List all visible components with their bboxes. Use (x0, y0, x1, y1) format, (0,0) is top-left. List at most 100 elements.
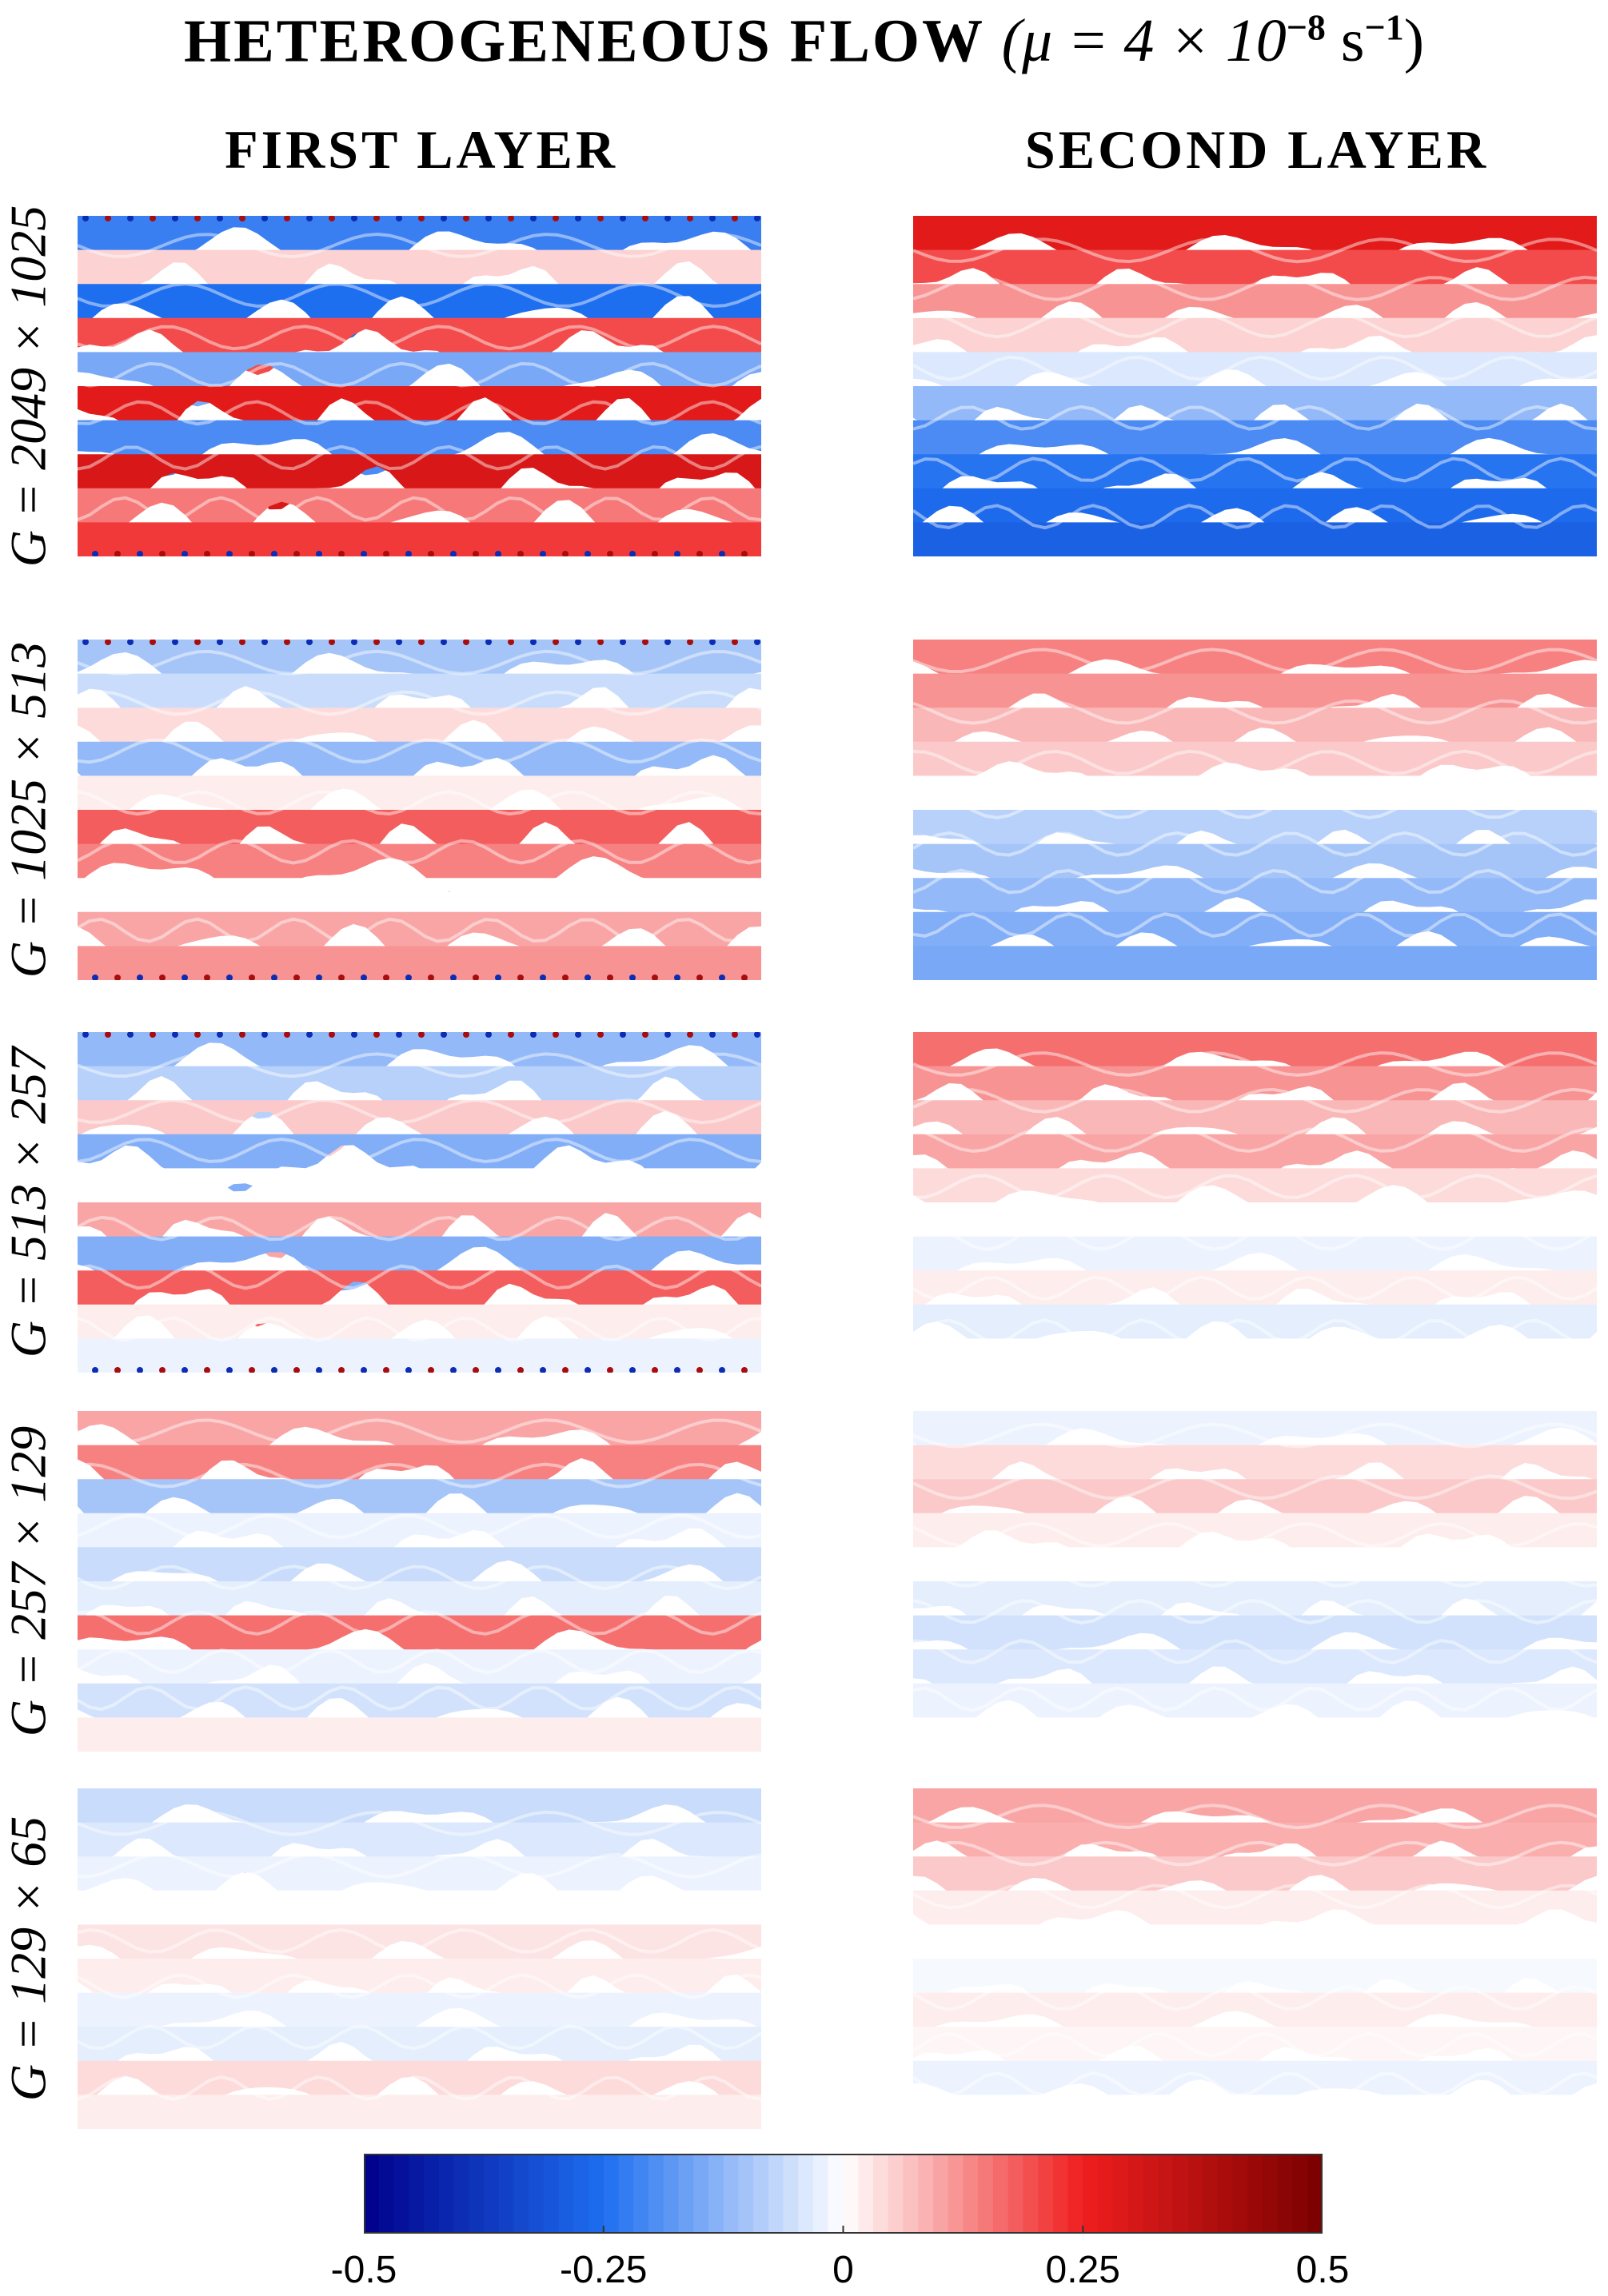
edge-vortex (485, 640, 492, 645)
heatmap-panel (913, 1411, 1597, 1752)
heatmap-band (913, 2095, 1597, 2129)
edge-vortex (709, 216, 716, 221)
edge-vortex (261, 216, 268, 221)
edge-vortex (585, 551, 591, 556)
edge-vortex (652, 1367, 658, 1373)
colorbar-swatch (1247, 2154, 1263, 2234)
colorbar-swatch (932, 2154, 949, 2234)
edge-vortex (373, 640, 380, 645)
heatmap-band (78, 878, 761, 934)
flow-filament (78, 649, 761, 676)
colorbar-swatch (1023, 2154, 1039, 2234)
flow-filament (913, 1225, 1597, 1251)
colorbar-swatch (858, 2154, 874, 2234)
edge-vortex (284, 1032, 290, 1038)
heatmap-band (78, 911, 761, 968)
edge-vortex (405, 551, 412, 556)
edge-vortex (652, 975, 658, 980)
flow-filament (913, 749, 1597, 775)
flow-filament (78, 1513, 761, 1540)
heatmap-field (913, 1411, 1597, 1752)
heatmap-band (913, 317, 1597, 369)
edge-vortex (329, 640, 335, 645)
row-label-grid-513: G = 513 × 257 (0, 1046, 56, 1358)
colorbar-tick-label: -0.5 (330, 2249, 397, 2291)
flow-filament (913, 456, 1597, 483)
heatmap-band (78, 1717, 761, 1752)
edge-vortex (674, 1367, 680, 1373)
edge-vortex (562, 975, 569, 980)
flow-filament (78, 1174, 761, 1201)
row-label-grid-2049: G = 2049 × 1025 (0, 205, 56, 568)
colorbar-swatch (1052, 2154, 1069, 2234)
edge-vortex (226, 975, 233, 980)
colorbar-swatch (948, 2154, 964, 2234)
heatmap-field (913, 640, 1597, 980)
edge-vortex (553, 640, 559, 645)
heatmap-band (913, 2027, 1597, 2076)
edge-vortex (517, 1367, 524, 1373)
edge-vortex (82, 216, 89, 221)
flow-filament (913, 648, 1597, 674)
edge-vortex (204, 551, 210, 556)
edge-vortex (585, 975, 591, 980)
flow-filament (78, 790, 761, 816)
edge-vortex (517, 551, 524, 556)
heatmap-band (78, 1338, 761, 1373)
edge-vortex (182, 1367, 188, 1373)
flow-filament (913, 1985, 1597, 2011)
edge-vortex (719, 551, 725, 556)
edge-vortex (629, 551, 636, 556)
edge-vortex (741, 975, 748, 980)
edge-vortex (405, 1367, 412, 1373)
edge-vortex (696, 975, 703, 980)
flow-filament (78, 496, 761, 522)
flow-filament (913, 1474, 1597, 1501)
edge-vortex (508, 1032, 514, 1038)
colorbar-swatch (978, 2154, 994, 2234)
heatmap-panel (913, 640, 1597, 980)
edge-vortex (450, 551, 457, 556)
heatmap-panel (78, 640, 761, 980)
colorbar-swatch (723, 2154, 739, 2234)
edge-vortex (137, 1367, 143, 1373)
edge-vortex (575, 1032, 581, 1038)
heatmap-band (78, 454, 761, 512)
flow-filament (78, 1565, 761, 1591)
flow-filament (913, 1275, 1597, 1301)
heatmap-band (78, 673, 761, 729)
edge-vortex (620, 216, 626, 221)
colorbar-swatch (1277, 2154, 1294, 2234)
colorbar-swatch (1157, 2154, 1174, 2234)
edge-vortex (508, 216, 514, 221)
heatmap-band (78, 284, 761, 341)
heatmap-band (913, 1338, 1597, 1373)
edge-vortex (607, 1367, 613, 1373)
edge-vortex (495, 1367, 501, 1373)
edge-vortex (607, 551, 613, 556)
edge-vortex (249, 551, 255, 556)
edge-vortex (418, 640, 425, 645)
edge-vortex (351, 1032, 357, 1038)
edge-vortex (540, 975, 546, 980)
flow-filament (78, 282, 761, 309)
flow-filament (913, 1933, 1597, 1959)
colorbar-swatch (543, 2154, 560, 2234)
heatmap-band (913, 1134, 1597, 1186)
row-label-grid-129: G = 129 × 65 (0, 1816, 56, 2102)
colorbar-swatch (573, 2154, 589, 2234)
edge-vortex (741, 1367, 748, 1373)
flow-filament (78, 1973, 761, 1999)
edge-vortex (137, 551, 143, 556)
edge-vortex (217, 640, 223, 645)
flow-filament (913, 1422, 1597, 1449)
colorbar-swatch (603, 2154, 620, 2234)
heatmap-band (78, 488, 761, 546)
colorbar-tick-label: -0.25 (560, 2249, 648, 2291)
edge-vortex (92, 551, 98, 556)
heatmap-field (78, 216, 761, 556)
edge-vortex (338, 551, 345, 556)
flow-filament (913, 2071, 1597, 2098)
edge-vortex (441, 1032, 447, 1038)
edge-vortex (418, 216, 425, 221)
